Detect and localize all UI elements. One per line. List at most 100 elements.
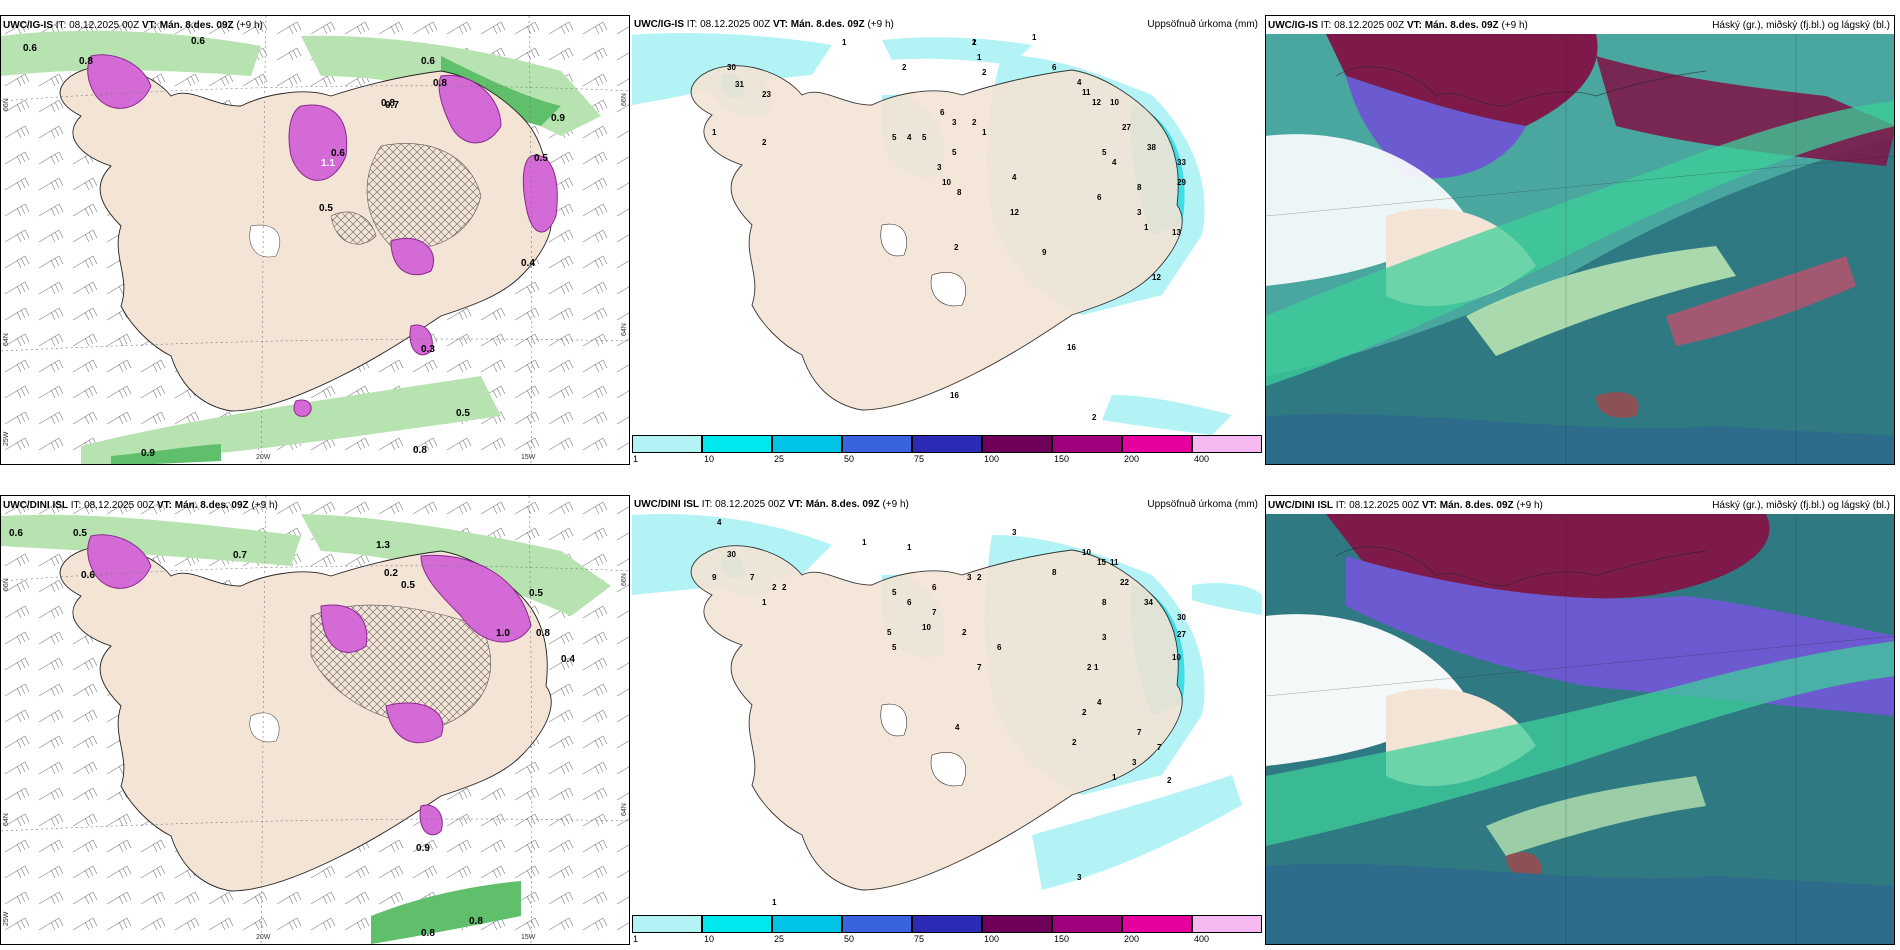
value-label: 0.6 xyxy=(421,56,435,67)
value-label: 2 xyxy=(972,38,977,47)
value-label: 1 xyxy=(712,128,717,137)
colorbar-tick: 150 xyxy=(1054,454,1070,464)
value-label: 22 xyxy=(1120,578,1129,587)
accum-precip-panel-bottom[interactable]: UWC/DINI ISL IT: 08.12.2025 00Z VT: Mán.… xyxy=(632,495,1262,945)
colorbar-swatch xyxy=(1192,915,1262,933)
panel-title: UWC/DINI ISL IT: 08.12.2025 00Z VT: Mán.… xyxy=(1268,500,1543,511)
colorbar: 1 10 25 50 75 100 150 200 400 xyxy=(632,435,1262,465)
value-label: 31 xyxy=(735,80,744,89)
colorbar-swatch xyxy=(1122,435,1192,453)
axis-label: 64N xyxy=(621,803,628,816)
value-label: 0.7 xyxy=(233,550,247,561)
value-label: 1.0 xyxy=(496,628,510,639)
axis-label: 25W xyxy=(3,911,10,926)
value-label: 1.1 xyxy=(321,158,335,169)
precip-map: 1 2 1 1 2 1 30 31 23 2 1 5 4 5 6 3 2 1 5… xyxy=(632,33,1232,435)
colorbar-swatch xyxy=(842,435,912,453)
colorbar-tick: 200 xyxy=(1124,934,1140,944)
axis-label: 66N xyxy=(621,573,628,586)
value-label: 6 xyxy=(932,583,937,592)
value-label: 2 xyxy=(972,118,977,127)
colorbar-tick: 50 xyxy=(844,454,855,464)
cloud-panel-bottom[interactable]: UWC/DINI ISL IT: 08.12.2025 00Z VT: Mán.… xyxy=(1265,495,1895,945)
value-label: 6 xyxy=(907,598,912,607)
colorbar-swatch xyxy=(632,915,702,933)
value-label: 1 xyxy=(977,53,982,62)
panel-subtitle: Háský (gr.), miðský (fj.bl.) og lágský (… xyxy=(1712,20,1890,31)
colorbar-tick: 25 xyxy=(774,934,785,944)
value-label: 3 xyxy=(967,573,972,582)
value-label: 1 xyxy=(907,543,912,552)
value-label: 2 xyxy=(1167,776,1172,785)
value-label: 10 xyxy=(1082,548,1091,557)
value-label: 0.5 xyxy=(529,588,543,599)
value-label: 12 xyxy=(1152,273,1161,282)
value-label: 2 xyxy=(954,243,959,252)
value-label: 0.6 xyxy=(191,36,205,47)
wind-precip-panel-bottom[interactable]: UWC/DINI ISL IT: 08.12.2025 00Z VT: Mán.… xyxy=(0,495,630,945)
colorbar-tick: 10 xyxy=(704,934,715,944)
value-label: 1 xyxy=(982,128,987,137)
value-label: 5 xyxy=(892,588,897,597)
cloud-panel-top[interactable]: UWC/IG-IS IT: 08.12.2025 00Z VT: Mán. 8.… xyxy=(1265,15,1895,465)
wind-precip-panel-top[interactable]: UWC/IG-IS IT: 08.12.2025 00Z VT: Mán. 8.… xyxy=(0,15,630,465)
value-label: 1 xyxy=(772,898,777,907)
value-label: 0.8 xyxy=(421,928,435,939)
value-label: 0.8 xyxy=(79,56,93,67)
colorbar-swatch xyxy=(702,915,772,933)
value-label: 11 xyxy=(1082,88,1091,97)
axis-label: 15W xyxy=(521,454,536,461)
value-label: 4 xyxy=(955,723,960,732)
value-label: 5 xyxy=(892,643,897,652)
panel-title: UWC/DINI ISL IT: 08.12.2025 00Z VT: Mán.… xyxy=(3,500,278,511)
value-label: 4 xyxy=(717,518,722,527)
value-label: 16 xyxy=(950,391,959,400)
colorbar-swatch xyxy=(1192,435,1262,453)
axis-label: 64N xyxy=(3,333,10,346)
value-label: 0.3 xyxy=(421,344,435,355)
axis-label: 64N xyxy=(621,323,628,336)
axis-label: 64N xyxy=(3,813,10,826)
value-label: 6 xyxy=(997,643,1002,652)
colorbar-tick: 10 xyxy=(704,454,715,464)
precip-values: 1 2 1 1 2 1 30 31 23 2 1 5 4 5 6 3 2 1 5… xyxy=(712,33,1186,422)
value-label: 2 xyxy=(762,138,767,147)
cloud-map xyxy=(1266,514,1894,944)
value-label: 1 xyxy=(1144,223,1149,232)
axis-label: 20W xyxy=(256,934,271,941)
value-label: 7 xyxy=(977,663,982,672)
value-label: 3 xyxy=(1137,208,1142,217)
value-label: 4 xyxy=(1112,158,1117,167)
value-label: 10 xyxy=(1172,653,1181,662)
panel-subtitle: Háský (gr.), miðský (fj.bl.) og lágský (… xyxy=(1712,500,1890,511)
colorbar-tick: 100 xyxy=(984,934,1000,944)
panel-subtitle: Uppsöfnuð úrkoma (mm) xyxy=(1147,499,1258,510)
value-label: 2 xyxy=(1092,413,1097,422)
value-label: 8 xyxy=(1052,568,1057,577)
axis-label: 66N xyxy=(3,98,10,111)
colorbar-swatch xyxy=(1052,435,1122,453)
value-label: 4 xyxy=(907,133,912,142)
value-label: 0.5 xyxy=(456,408,470,419)
value-label: 0.6 xyxy=(331,148,345,159)
value-label: 0.8 xyxy=(381,98,395,109)
axis-label: 20W xyxy=(256,454,271,461)
colorbar-swatch xyxy=(772,915,842,933)
value-label: 30 xyxy=(727,550,736,559)
value-label: 4 xyxy=(1012,173,1017,182)
colorbar-swatch xyxy=(982,915,1052,933)
value-label: 6 xyxy=(1052,63,1057,72)
value-label: 33 xyxy=(1177,158,1186,167)
cloud-map xyxy=(1266,34,1894,464)
value-label: 0.6 xyxy=(23,43,37,54)
value-label: 15 xyxy=(1097,558,1106,567)
colorbar-swatch xyxy=(912,435,982,453)
value-label: 1.3 xyxy=(376,540,390,551)
value-label: 27 xyxy=(1177,630,1186,639)
value-label: 0.9 xyxy=(416,843,430,854)
value-label: 3 xyxy=(1132,758,1137,767)
accum-precip-panel-top[interactable]: UWC/IG-IS IT: 08.12.2025 00Z VT: Mán. 8.… xyxy=(632,15,1262,465)
value-label: 0.5 xyxy=(401,580,415,591)
axis-label: 25W xyxy=(3,431,10,446)
value-label: 30 xyxy=(727,63,736,72)
